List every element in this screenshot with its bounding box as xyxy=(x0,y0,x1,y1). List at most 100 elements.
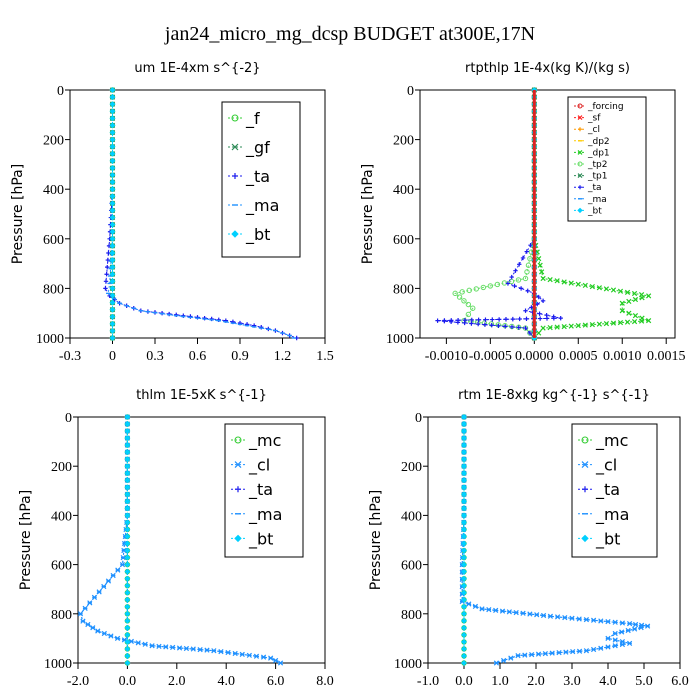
data-point xyxy=(448,319,454,324)
data-point xyxy=(461,540,467,547)
y-tick-label: 200 xyxy=(393,134,414,149)
data-point xyxy=(461,589,467,596)
data-point xyxy=(461,603,467,610)
data-point xyxy=(524,316,529,322)
data-point xyxy=(202,315,207,321)
data-point xyxy=(524,249,529,254)
legend-marker xyxy=(577,115,583,121)
data-point xyxy=(638,318,645,324)
data-point xyxy=(461,575,467,582)
data-point xyxy=(124,639,131,645)
legend-label: _mc xyxy=(248,431,281,451)
data-point xyxy=(109,313,116,320)
data-point xyxy=(509,324,515,330)
y-tick-label: 1000 xyxy=(36,332,64,347)
y-tick-label: 800 xyxy=(43,282,64,297)
panel-title: um 1E-4xm s^{-2} xyxy=(134,61,260,76)
data-point xyxy=(487,283,494,289)
data-point xyxy=(459,289,465,295)
data-point xyxy=(596,285,603,291)
data-point xyxy=(619,300,625,306)
data-point xyxy=(632,296,639,303)
legend-marker xyxy=(577,173,583,179)
legend-marker xyxy=(234,534,242,543)
data-point xyxy=(461,414,467,420)
x-tick-label: 3.0 xyxy=(563,674,581,689)
x-tick-label: 1.0 xyxy=(491,674,509,689)
data-point xyxy=(109,257,116,263)
x-tick-label: 0.0005 xyxy=(559,349,598,364)
data-point xyxy=(461,596,467,603)
data-point xyxy=(561,279,567,285)
data-point xyxy=(561,323,567,330)
data-point xyxy=(589,321,595,328)
x-tick-label: 2.0 xyxy=(527,674,545,689)
legend-marker xyxy=(577,149,583,155)
data-point xyxy=(537,316,543,321)
data-point xyxy=(124,456,131,463)
data-point xyxy=(582,282,588,289)
data-point xyxy=(540,325,546,331)
data-point xyxy=(470,305,476,311)
y-tick-label: 0 xyxy=(407,84,414,99)
data-point xyxy=(456,294,463,300)
x-tick-label: 0.3 xyxy=(146,349,164,364)
legend-marker xyxy=(235,486,241,493)
data-point xyxy=(536,330,542,336)
legend-entry: _bt xyxy=(228,225,270,245)
x-tick-label: 0 xyxy=(109,349,116,364)
legend-entry: _ma xyxy=(578,505,629,525)
data-point xyxy=(124,660,131,666)
x-tick-label: -1.0 xyxy=(417,674,439,689)
legend-marker xyxy=(581,461,589,469)
data-point xyxy=(461,631,467,638)
data-point xyxy=(517,316,522,322)
data-point xyxy=(575,322,581,329)
data-point xyxy=(174,312,179,318)
legend-label: _tp2 xyxy=(587,160,607,170)
data-point xyxy=(476,317,481,323)
data-point xyxy=(596,321,603,327)
legend-box xyxy=(567,96,647,222)
data-point xyxy=(525,288,530,294)
data-point xyxy=(124,533,131,540)
legend-marker xyxy=(577,161,583,167)
legend-entry: _gf xyxy=(228,138,270,158)
legend-label: _cl xyxy=(248,456,270,476)
x-tick-label: 1.5 xyxy=(316,349,334,364)
legend-entry: _sf xyxy=(574,114,601,124)
legend-marker xyxy=(234,436,242,444)
data-point xyxy=(461,533,467,540)
panel-title: rtpthlp 1E-4x(kg K)/(kg s) xyxy=(465,61,630,76)
legend-label: _dp1 xyxy=(587,148,610,158)
legend-label: _ma xyxy=(248,505,282,525)
data-point xyxy=(109,207,116,214)
data-point xyxy=(109,87,116,93)
y-tick-label: 400 xyxy=(401,509,422,524)
y-tick-label: 400 xyxy=(393,183,414,198)
y-tick-label: 800 xyxy=(51,608,72,623)
y-tick-label: 600 xyxy=(43,233,64,248)
data-point xyxy=(109,101,116,108)
data-point xyxy=(105,264,110,270)
data-point xyxy=(109,328,116,334)
data-point xyxy=(537,311,542,316)
legend-entry: _bt xyxy=(578,529,620,549)
panel-rtm: rtm 1E-8xkg kg^{-1} s^{-1} Pressure [hPa… xyxy=(368,388,689,689)
data-point xyxy=(610,287,617,293)
data-point xyxy=(109,179,116,186)
data-point xyxy=(554,324,560,330)
legend-label: _ma xyxy=(595,505,629,525)
legend-entry: _ma xyxy=(231,505,282,525)
data-point xyxy=(109,278,116,285)
data-point xyxy=(516,325,521,330)
legend-entry: _tp2 xyxy=(574,160,607,170)
data-point xyxy=(551,316,557,321)
data-point xyxy=(523,308,528,313)
data-point xyxy=(124,603,131,610)
x-tick-label: 5.0 xyxy=(635,674,653,689)
data-point xyxy=(465,311,472,318)
data-point xyxy=(469,321,474,326)
x-tick-label: 0.0000 xyxy=(515,349,554,364)
y-tick-label: 200 xyxy=(401,460,422,475)
